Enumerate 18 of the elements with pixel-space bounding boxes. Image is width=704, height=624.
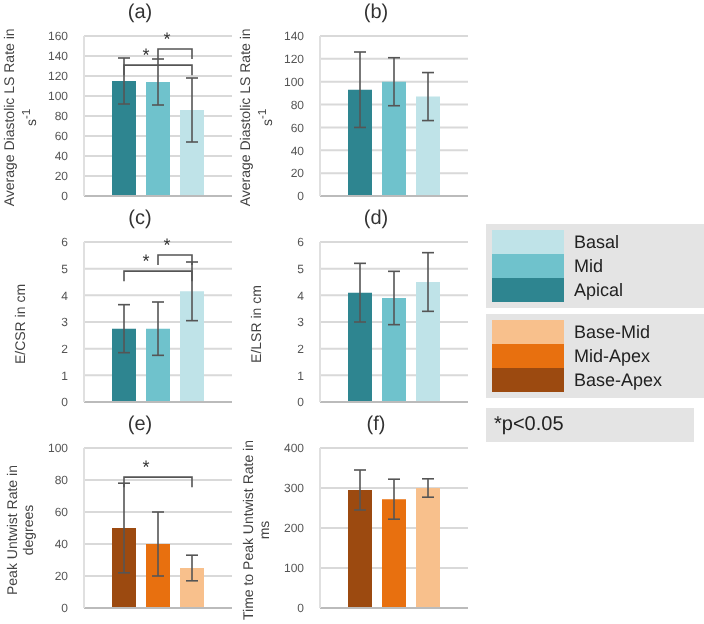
chart-title: (e) [125,414,155,436]
legend-label: Base-Mid [574,322,651,342]
annotation: * [163,28,172,49]
text: *p<0.05 [494,414,566,436]
legend-label: Basal [574,232,620,252]
chart-title: (d) [361,208,391,230]
legend-label: Mid [574,256,604,276]
annotation: * [142,45,151,66]
chart-title: (b) [361,2,391,24]
annotation: * [142,457,151,478]
annotation: * [142,251,151,272]
legend-label: Mid-Apex [574,346,651,366]
legend-label: Base-Apex [574,370,663,390]
chart-title: (c) [126,208,154,230]
chart-title: (a) [125,2,155,24]
annotation: * [163,234,172,255]
legend-label: Apical [574,280,624,300]
chart-title: (f) [364,414,388,436]
